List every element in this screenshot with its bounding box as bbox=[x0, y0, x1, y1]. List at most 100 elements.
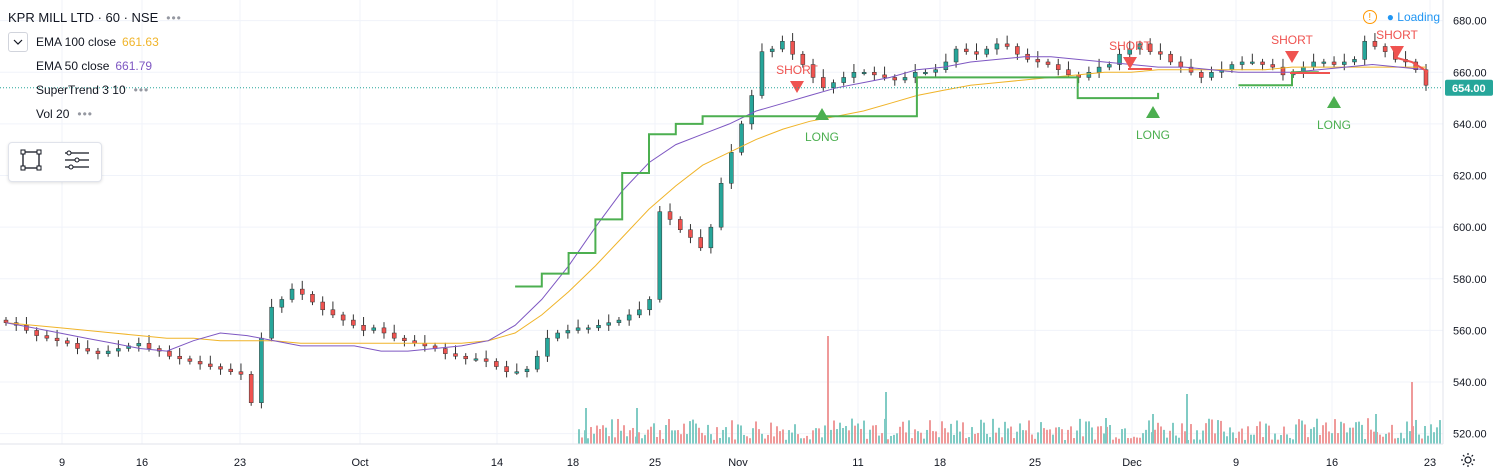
volume-bar bbox=[1286, 434, 1288, 444]
time-tick-label: Dec bbox=[1122, 457, 1142, 469]
symbol-title[interactable]: KPR MILL LTD · 60 · NSE bbox=[8, 10, 159, 25]
volume-bar bbox=[842, 428, 844, 444]
volume-bar bbox=[698, 427, 700, 444]
supertrend-more-icon[interactable]: ••• bbox=[133, 83, 150, 97]
symbol-more-icon[interactable]: ••• bbox=[166, 11, 182, 25]
drawing-toolbox bbox=[8, 142, 102, 182]
time-axis[interactable] bbox=[0, 444, 1443, 474]
last-price-label: 654.00 bbox=[1452, 83, 1486, 95]
candle bbox=[953, 48, 959, 63]
volume-bar bbox=[1196, 430, 1198, 444]
volume-bar bbox=[719, 438, 721, 444]
candle bbox=[300, 288, 305, 295]
volume-bar bbox=[785, 439, 787, 444]
ema50-label[interactable]: EMA 50 close bbox=[36, 59, 110, 73]
volume-bar bbox=[935, 431, 937, 444]
candle bbox=[1270, 64, 1276, 68]
time-tick-label: 9 bbox=[59, 457, 65, 469]
volume-bar bbox=[956, 420, 958, 444]
ema100-label[interactable]: EMA 100 close bbox=[36, 35, 117, 49]
volume-bar bbox=[1007, 428, 1009, 444]
volume-bar bbox=[1028, 420, 1030, 444]
price-tick-label: 580.00 bbox=[1453, 274, 1487, 286]
volume-bar bbox=[653, 423, 655, 444]
candle bbox=[984, 48, 989, 55]
volume-bar bbox=[593, 433, 595, 444]
volume-bar bbox=[1109, 425, 1111, 444]
time-tick-label: Nov bbox=[728, 457, 748, 469]
volume-bar bbox=[878, 435, 880, 444]
volume-bar bbox=[1361, 424, 1363, 444]
volume-bar bbox=[716, 427, 718, 444]
volume-bar bbox=[1004, 421, 1006, 444]
volume-bar bbox=[1055, 427, 1057, 444]
volume-bar bbox=[1202, 430, 1204, 444]
candle bbox=[453, 353, 458, 357]
volume-bar bbox=[812, 430, 814, 444]
candle bbox=[810, 64, 816, 78]
candle bbox=[667, 211, 673, 220]
volume-bar bbox=[722, 429, 724, 444]
volume-bar bbox=[1184, 431, 1186, 444]
volume-bar bbox=[1388, 432, 1390, 444]
volume-bar bbox=[1313, 427, 1315, 444]
volume-bar bbox=[905, 432, 907, 444]
object-list-button[interactable] bbox=[63, 148, 91, 177]
time-tick-label: 25 bbox=[1029, 457, 1041, 469]
rectangle-tool-button[interactable] bbox=[19, 148, 43, 177]
volume-more-icon[interactable]: ••• bbox=[77, 107, 93, 121]
rectangle-tool-icon bbox=[20, 149, 42, 170]
candle bbox=[65, 340, 70, 344]
volume-bar bbox=[953, 434, 955, 444]
candle bbox=[821, 77, 826, 89]
candle bbox=[780, 41, 785, 50]
candle bbox=[943, 61, 949, 70]
candle bbox=[289, 288, 295, 300]
volume-bar bbox=[1043, 428, 1045, 444]
candle bbox=[688, 229, 693, 238]
candle bbox=[565, 330, 571, 334]
volume-bar bbox=[1409, 431, 1411, 444]
chart-legend: KPR MILL LTD · 60 · NSE ••• EMA 100 clos… bbox=[8, 6, 182, 126]
supertrend-label[interactable]: SuperTrend 3 10 bbox=[36, 83, 126, 97]
volume-bar bbox=[686, 434, 688, 444]
volume-bar bbox=[1427, 435, 1429, 444]
volume-bar bbox=[932, 431, 934, 444]
time-tick-label: 16 bbox=[136, 457, 148, 469]
volume-bar bbox=[659, 430, 661, 444]
volume-bar bbox=[1375, 414, 1377, 444]
volume-bar bbox=[926, 429, 928, 444]
gear-icon[interactable] bbox=[1460, 452, 1476, 468]
price-axis[interactable] bbox=[1443, 0, 1494, 444]
candle bbox=[1199, 72, 1204, 78]
volume-bar bbox=[950, 423, 952, 444]
volume-bar bbox=[1340, 421, 1342, 444]
warning-icon[interactable]: ! bbox=[1362, 10, 1377, 24]
volume-bar bbox=[860, 428, 862, 444]
volume-bar bbox=[944, 428, 946, 444]
candle bbox=[54, 337, 60, 341]
candle bbox=[882, 74, 887, 78]
volume-bar bbox=[875, 425, 877, 444]
collapse-legend-button[interactable] bbox=[8, 32, 28, 52]
candle bbox=[657, 211, 663, 300]
volume-bar bbox=[1067, 429, 1069, 444]
volume-label[interactable]: Vol 20 bbox=[36, 107, 70, 121]
volume-bar bbox=[968, 437, 970, 444]
candle bbox=[555, 332, 560, 339]
volume-bar bbox=[881, 433, 883, 444]
volume-bar bbox=[695, 423, 697, 444]
volume-bar bbox=[1439, 420, 1441, 444]
volume-bar bbox=[680, 434, 682, 444]
candle bbox=[320, 301, 325, 311]
volume-bar bbox=[1385, 433, 1387, 444]
candle bbox=[586, 327, 591, 330]
candle bbox=[851, 72, 857, 78]
volume-bar bbox=[794, 424, 796, 444]
volume-bar bbox=[1319, 434, 1321, 444]
volume-bar bbox=[1238, 431, 1240, 444]
candle bbox=[463, 355, 468, 360]
volume-bar bbox=[1181, 423, 1183, 444]
candle bbox=[85, 348, 90, 352]
